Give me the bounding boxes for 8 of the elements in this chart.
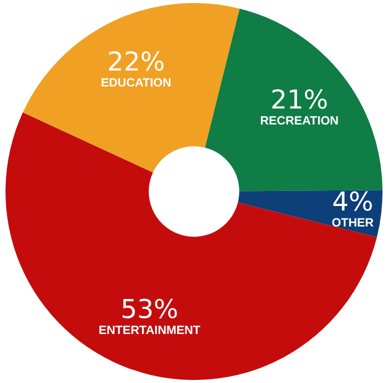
data-label: 53% xyxy=(120,294,178,325)
data-label: 4% xyxy=(332,187,374,218)
slice-label: ENTERTAINMENT xyxy=(98,322,202,337)
slice-label: RECREATION xyxy=(260,114,339,128)
data-label: 22% xyxy=(107,48,165,78)
slice-label: OTHER xyxy=(332,215,374,230)
data-label: 21% xyxy=(270,86,328,116)
slice-label: EDUCATION xyxy=(100,76,172,90)
